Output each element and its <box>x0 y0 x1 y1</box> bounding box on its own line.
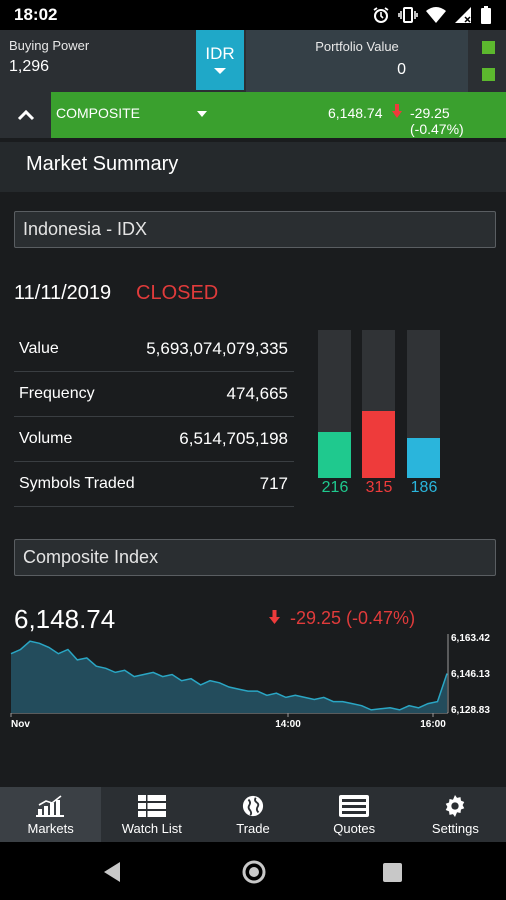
chart-series-line <box>10 640 448 711</box>
tab-label: Trade <box>236 821 270 836</box>
index-selector[interactable]: COMPOSITE 6,148.74 -29.25 (-0.47%) <box>51 92 506 138</box>
breadth-track-declining <box>362 330 395 478</box>
tab-markets[interactable]: Markets <box>0 787 102 842</box>
bar-chart-icon <box>35 795 64 817</box>
status-indicator-top <box>482 41 495 54</box>
bottom-tab-bar: Markets Watch List Trade Quotes Settings <box>0 787 506 842</box>
battery-icon <box>481 6 491 24</box>
x-tick-label: 16:00 <box>420 719 446 730</box>
account-bar: Buying Power 1,296 IDR Portfolio Value 0 <box>0 30 506 92</box>
recents-icon[interactable] <box>383 863 402 882</box>
breadth-track-advancing <box>318 330 351 478</box>
arrow-down-icon <box>392 104 402 118</box>
clock: 18:02 <box>14 5 58 24</box>
arrow-down-icon <box>269 610 280 624</box>
stat-row-symbols-traded: Symbols Traded 717 <box>14 462 294 507</box>
dropdown-arrow-icon <box>197 111 207 117</box>
x-tick-label: 14:00 <box>275 719 301 730</box>
index-ticker-bar: COMPOSITE 6,148.74 -29.25 (-0.47%) <box>0 92 506 138</box>
section-title: Composite Index <box>23 547 159 567</box>
alarm-icon <box>373 7 389 23</box>
market-stats-table: Value 5,693,074,079,335 Frequency 474,66… <box>14 327 294 507</box>
buying-power-label: Buying Power <box>9 38 90 53</box>
gear-icon <box>446 795 465 817</box>
exchange-name: Indonesia - IDX <box>23 219 148 239</box>
chevron-down-icon <box>214 68 226 74</box>
y-tick-label: 6,128.83 <box>451 705 490 716</box>
breadth-count-unchanged: 186 <box>410 479 438 496</box>
composite-value: 6,148.74 <box>14 604 116 634</box>
breadth-bar-unchanged <box>407 438 440 478</box>
stat-value: 6,514,705,198 <box>179 429 288 448</box>
quotes-icon <box>339 795 370 817</box>
wifi-icon <box>426 7 446 23</box>
breadth-track-unchanged <box>407 330 440 478</box>
currency-label: IDR <box>205 44 235 63</box>
list-icon <box>137 795 166 817</box>
status-bar: 18:02 <box>0 0 506 30</box>
breadth-bar-advancing <box>318 432 351 478</box>
y-tick-label: 6,146.13 <box>451 669 490 680</box>
home-icon[interactable] <box>242 860 266 884</box>
tab-watch-list[interactable]: Watch List <box>101 787 202 842</box>
tab-quotes[interactable]: Quotes <box>304 787 405 842</box>
back-icon[interactable] <box>102 861 122 883</box>
buying-power: Buying Power 1,296 <box>9 38 89 76</box>
tab-label: Settings <box>431 821 479 836</box>
composite-change: -29.25 (-0.47%) <box>290 608 416 628</box>
breadth-count-declining: 315 <box>365 479 393 496</box>
exchange-selector[interactable]: Indonesia - IDX <box>14 211 496 248</box>
signal-icon <box>455 7 471 23</box>
stat-row-volume: Volume 6,514,705,198 <box>14 417 294 462</box>
tab-label: Watch List <box>121 821 182 836</box>
page-title: Market Summary <box>26 153 179 175</box>
market-status: CLOSED <box>136 282 219 304</box>
system-navigation-bar <box>0 842 506 900</box>
portfolio-value-amount: 0 <box>397 61 406 78</box>
stat-label: Symbols Traded <box>19 475 135 492</box>
breadth-bar-declining <box>362 411 395 478</box>
y-tick-label: 6,163.42 <box>451 633 490 644</box>
tab-settings[interactable]: Settings <box>405 787 506 842</box>
market-summary-header: Market Summary <box>0 142 506 192</box>
vibrate-icon <box>398 7 418 23</box>
buying-power-value: 1,296 <box>9 58 50 75</box>
stat-value: 5,693,074,079,335 <box>146 339 288 358</box>
collapse-button[interactable] <box>0 92 51 138</box>
stat-row-value: Value 5,693,074,079,335 <box>14 327 294 372</box>
globe-icon <box>242 795 264 817</box>
breadth-count-advancing: 216 <box>321 479 349 496</box>
x-tick-label: Nov <box>11 719 30 730</box>
chart-area-fill <box>11 641 447 713</box>
stat-label: Value <box>19 340 59 357</box>
tab-trade[interactable]: Trade <box>202 787 303 842</box>
stat-value: 717 <box>259 474 288 493</box>
stat-row-frequency: Frequency 474,665 <box>14 372 294 417</box>
market-date: 11/11/2019 <box>14 282 112 304</box>
chevron-up-icon <box>17 109 34 121</box>
composite-index-chart: 6,163.42 6,146.13 6,128.83 Nov 14:00 16:00 <box>10 633 490 730</box>
composite-index-header[interactable]: Composite Index <box>14 539 496 576</box>
tab-label: Markets <box>27 821 74 836</box>
stat-value: 474,665 <box>226 384 288 403</box>
index-change: -29.25 (-0.47%) <box>410 105 464 137</box>
index-name: COMPOSITE <box>56 105 141 121</box>
status-indicator-bottom <box>482 68 495 81</box>
portfolio-value: Portfolio Value 0 <box>246 30 468 92</box>
tab-label: Quotes <box>333 821 376 836</box>
currency-selector[interactable]: IDR <box>196 30 244 90</box>
portfolio-value-label: Portfolio Value <box>315 39 399 54</box>
stat-label: Volume <box>19 430 73 447</box>
index-price: 6,148.74 <box>328 105 383 121</box>
stat-label: Frequency <box>19 385 95 402</box>
